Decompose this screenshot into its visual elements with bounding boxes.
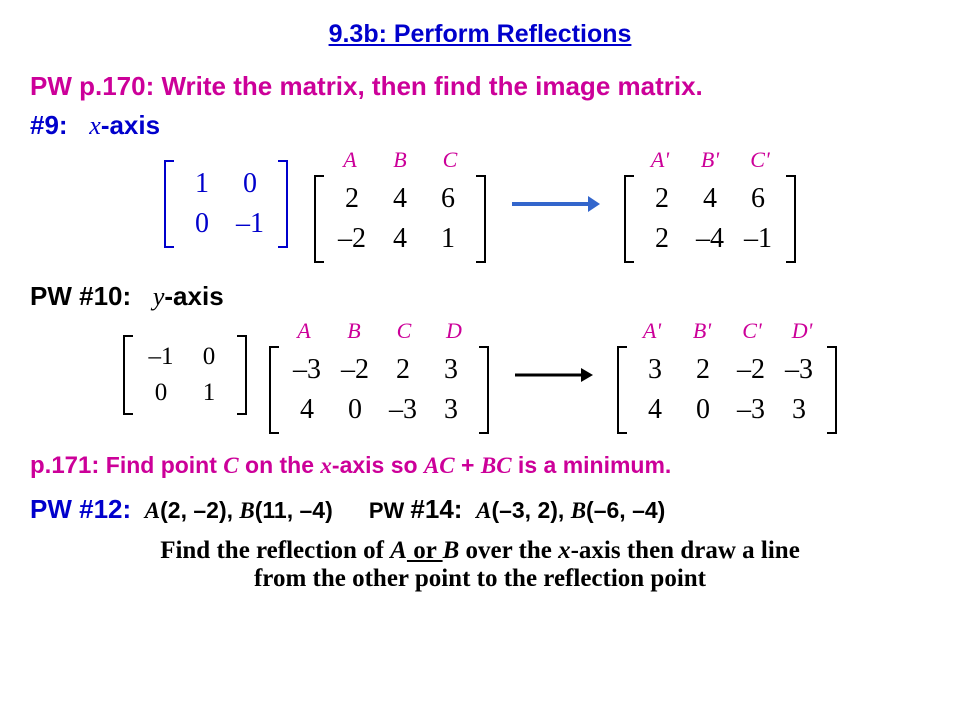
problem10-axis-var: y	[153, 282, 165, 311]
problem9-src: ABC 246–241	[310, 145, 490, 263]
problem10-dst: A'B'C'D' 32–2–340–33	[613, 316, 841, 434]
problem9-transform-matrix: 100–1	[164, 160, 288, 248]
problem9-label-line: #9: x-axis	[30, 110, 930, 141]
pw170-line: PW p.170: Write the matrix, then find th…	[30, 71, 930, 102]
p171-line: p.171: Find point C on the x-axis so AC …	[30, 452, 930, 480]
problem9-axis-suffix: -axis	[101, 110, 160, 140]
pw170-text: Write the matrix, then find the image ma…	[154, 71, 703, 101]
problem10-transform-matrix: –1001	[123, 335, 247, 415]
pw170-prefix: PW p.170:	[30, 71, 154, 101]
problem12-14-line: PW #12: A(2, –2), B(11, –4) PW #14: A(–3…	[30, 494, 930, 525]
arrow-icon	[510, 192, 600, 216]
problem10-label: PW #10:	[30, 281, 131, 311]
bottom-instruction: Find the reflection of A or B over the x…	[30, 537, 930, 593]
problem9-axis-var: x	[89, 111, 101, 140]
p171-prefix: p.171:	[30, 452, 99, 479]
problem9-label: #9:	[30, 110, 68, 140]
problem9-dst: A'B'C' 2462–4–1	[620, 145, 800, 263]
problem14-label: #14:	[410, 494, 462, 524]
problem10-src: ABCD –3–22340–33	[265, 316, 493, 434]
problem14-pw: PW	[369, 498, 411, 523]
problem10-matrices: –1001 ABCD –3–22340–33 A'B'C'D' 32–2–340…	[30, 316, 930, 434]
problem12-label: PW #12:	[30, 494, 131, 524]
problem10-axis-suffix: -axis	[164, 281, 223, 311]
page-title: 9.3b: Perform Reflections	[30, 20, 930, 49]
arrow-icon	[513, 363, 593, 387]
problem10-label-line: PW #10: y-axis	[30, 281, 930, 312]
problem9-matrices: 100–1 ABC 246–241 A'B'C' 2462–4–1	[30, 145, 930, 263]
